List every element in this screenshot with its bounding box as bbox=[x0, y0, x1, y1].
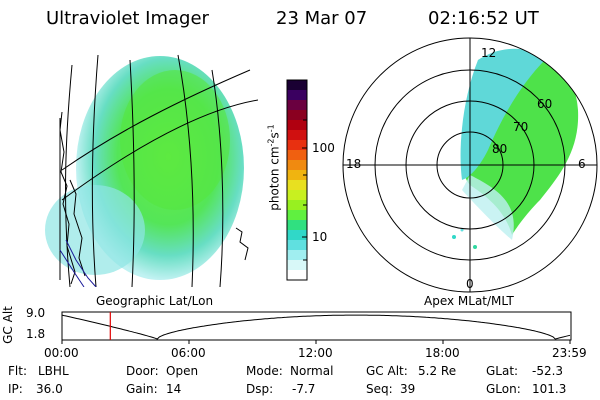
gain-value: 14 bbox=[166, 382, 182, 396]
glon-label: GLon: bbox=[486, 382, 521, 396]
colorbar bbox=[287, 80, 307, 281]
colorbar-band bbox=[287, 200, 307, 211]
colorbar-band bbox=[287, 90, 307, 101]
time-label-1800: 18:00 bbox=[425, 346, 460, 360]
seq-value: 39 bbox=[400, 382, 416, 396]
colorbar-tick-10: 10 bbox=[312, 230, 328, 244]
colorbar-band bbox=[287, 140, 307, 151]
colorbar-band bbox=[287, 130, 307, 141]
mode-label: Mode: bbox=[246, 364, 283, 378]
mlat-70-label: 70 bbox=[513, 120, 529, 134]
dsp-value: -7.7 bbox=[292, 382, 316, 396]
ip-value: 36.0 bbox=[36, 382, 63, 396]
altitude-axis-label: GC Alt bbox=[1, 306, 15, 344]
apex-label: Apex MLat/MLT bbox=[424, 294, 514, 308]
ip-label: IP: bbox=[8, 382, 23, 396]
mlt-6-label: 6 bbox=[578, 157, 586, 171]
polar-image bbox=[452, 48, 579, 249]
seq-label: Seq: bbox=[366, 382, 393, 396]
time-label-0600: 06:00 bbox=[171, 346, 206, 360]
dsp-label: Dsp: bbox=[246, 382, 274, 396]
altitude-curve bbox=[61, 314, 571, 340]
colorbar-band bbox=[287, 80, 307, 91]
colorbar-band bbox=[287, 120, 307, 131]
colorbar-band bbox=[287, 250, 307, 261]
time-label-1200: 12:00 bbox=[298, 346, 333, 360]
glon-value: 101.3 bbox=[532, 382, 567, 396]
mlt-12-label: 12 bbox=[481, 46, 497, 60]
glat-label: GLat: bbox=[486, 364, 519, 378]
colorbar-band bbox=[287, 270, 307, 281]
time-label-2359: 23:59 bbox=[552, 346, 587, 360]
colorbar-band bbox=[287, 110, 307, 121]
colorbar-band bbox=[287, 180, 307, 191]
gain-label: Gain: bbox=[126, 382, 158, 396]
geographic-image bbox=[45, 54, 258, 287]
colorbar-tick-100: 100 bbox=[312, 141, 335, 155]
glat-value: -52.3 bbox=[532, 364, 564, 378]
colorbar-frame bbox=[286, 79, 308, 281]
colorbar-band bbox=[287, 220, 307, 231]
colorbar-band bbox=[287, 150, 307, 161]
gcalt-value: 5.2 Re bbox=[418, 364, 457, 378]
mlt-0-label: 0 bbox=[466, 277, 474, 291]
door-label: Door: bbox=[126, 364, 159, 378]
colorbar-band bbox=[287, 240, 307, 251]
geographic-label: Geographic Lat/Lon bbox=[96, 294, 214, 308]
altitude-bottom-value: 1.8 bbox=[26, 327, 46, 341]
colorbar-band bbox=[287, 170, 307, 181]
filter-label: Flt: bbox=[8, 364, 27, 378]
colorbar-band bbox=[287, 230, 307, 241]
observation-date: 23 Mar 07 bbox=[276, 8, 368, 29]
colorbar-unit-label: photon cm-2s-1 bbox=[266, 124, 282, 211]
instrument-title: Ultraviolet Imager bbox=[46, 8, 209, 29]
colorbar-band bbox=[287, 190, 307, 201]
gcalt-label: GC Alt: bbox=[366, 364, 408, 378]
colorbar-band bbox=[287, 160, 307, 171]
colorbar-band bbox=[287, 260, 307, 271]
colorbar-band bbox=[287, 100, 307, 111]
mode-value: Normal bbox=[290, 364, 334, 378]
colorbar-band bbox=[287, 210, 307, 221]
observation-time: 02:16:52 UT bbox=[428, 8, 539, 29]
altitude-top-value: 9.0 bbox=[26, 306, 46, 320]
door-value: Open bbox=[166, 364, 199, 378]
time-label-0000: 00:00 bbox=[44, 346, 79, 360]
mlat-60-label: 60 bbox=[537, 97, 553, 111]
filter-value: LBHL bbox=[38, 364, 69, 378]
mlt-18-label: 18 bbox=[346, 157, 362, 171]
polar-grid bbox=[342, 37, 598, 293]
mlat-80-label: 80 bbox=[492, 142, 508, 156]
